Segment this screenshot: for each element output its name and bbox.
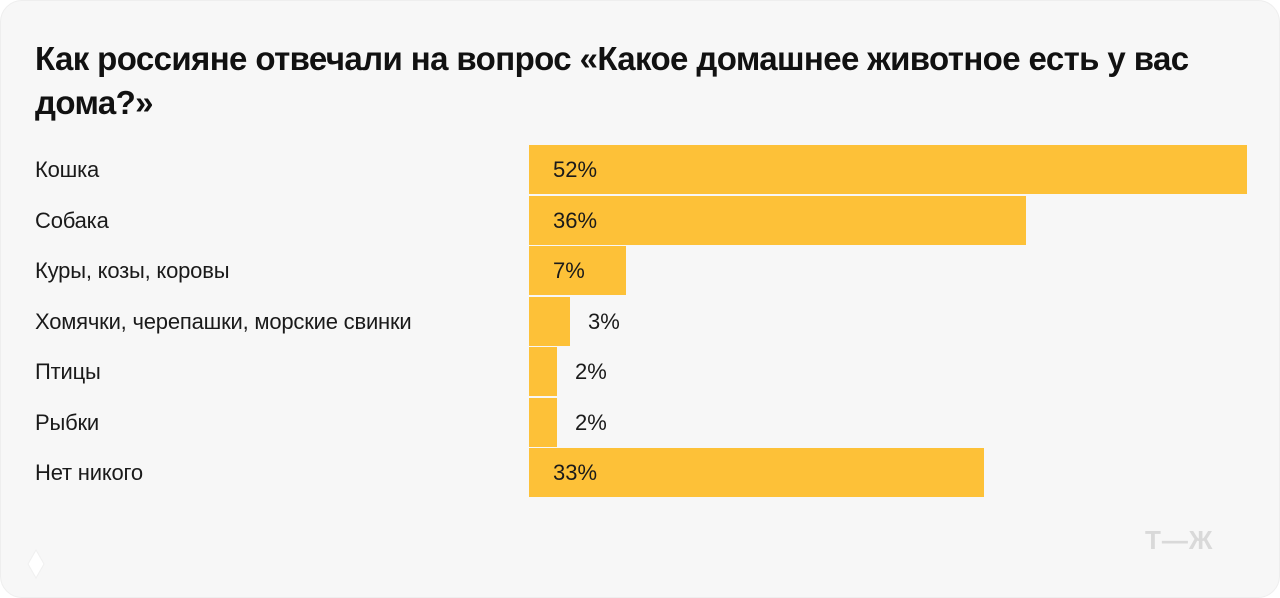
value-label: 7% (553, 258, 585, 283)
category-label: Хомячки, черепашки, морские свинки (35, 308, 412, 334)
bar (529, 246, 626, 295)
bar-row: Хомячки, черепашки, морские свинки 3% (1, 296, 1280, 346)
bar-row: Рыбки 2% (1, 397, 1280, 447)
value-label: 3% (588, 308, 620, 334)
category-label: Кошка (35, 157, 100, 182)
bar-row: Кошка 52% (1, 145, 1280, 194)
value-label: 52% (553, 157, 598, 182)
bar-row: Нет никого 33% (1, 448, 1280, 497)
watermark-icon (27, 549, 45, 579)
category-label: Птицы (35, 359, 101, 384)
bar (529, 195, 1026, 245)
brand-logo: Т—Ж (1145, 525, 1214, 555)
value-label: 2% (575, 359, 607, 384)
bar (529, 296, 570, 346)
bar (529, 448, 984, 497)
bar-row: Куры, козы, коровы 7% (1, 246, 1280, 295)
value-label: 33% (553, 460, 598, 485)
category-label: Рыбки (35, 409, 100, 435)
value-label: 36% (553, 207, 598, 233)
bar-row: Птицы 2% (1, 347, 1280, 396)
bar (529, 347, 557, 396)
bar (529, 397, 557, 447)
value-label: 2% (575, 409, 607, 435)
bar (529, 145, 1247, 194)
chart-title: Как россияне отвечали на вопрос «Какое д… (35, 40, 1189, 121)
category-label: Нет никого (35, 460, 143, 485)
category-label: Собака (35, 207, 109, 233)
bar-row: Собака 36% (1, 195, 1280, 245)
category-label: Куры, козы, коровы (35, 258, 230, 283)
